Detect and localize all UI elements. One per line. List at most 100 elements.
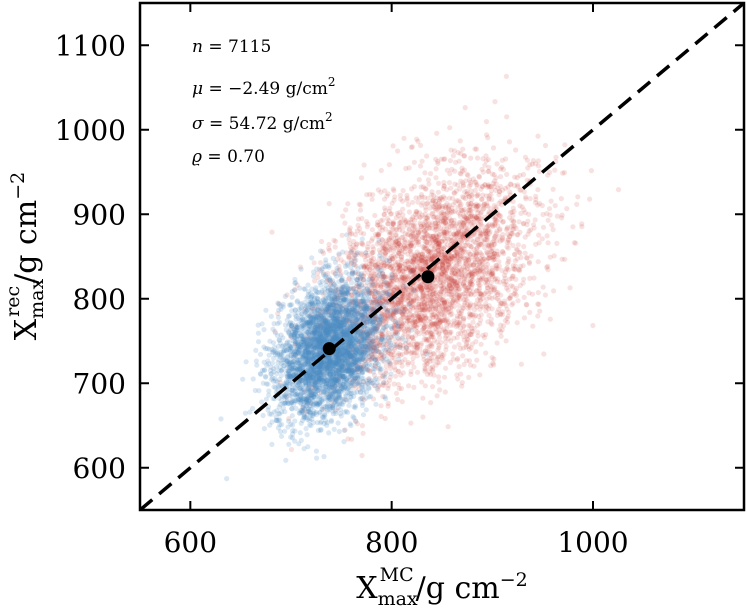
heavy-point xyxy=(423,245,429,251)
heavy-point xyxy=(486,164,492,170)
heavy-point xyxy=(421,300,427,306)
heavy-point xyxy=(413,253,419,259)
heavy-point xyxy=(358,175,365,181)
heavy-point xyxy=(396,385,402,392)
heavy-point xyxy=(461,322,467,329)
heavy-point xyxy=(560,170,566,176)
heavy-point xyxy=(501,250,507,257)
light-point xyxy=(399,335,405,341)
heavy-point xyxy=(366,367,372,373)
heavy-point xyxy=(547,212,553,218)
heavy-point xyxy=(417,220,423,226)
heavy-point xyxy=(500,301,506,307)
heavy-point xyxy=(470,270,476,277)
heavy-point xyxy=(452,299,458,305)
heavy-point xyxy=(460,220,466,226)
heavy-point xyxy=(482,271,488,277)
heavy-point xyxy=(400,283,406,289)
heavy-point xyxy=(492,241,498,247)
heavy-point xyxy=(421,248,427,254)
heavy-point xyxy=(510,273,516,279)
heavy-point xyxy=(508,283,514,289)
heavy-point xyxy=(485,156,491,163)
heavy-point xyxy=(483,153,489,159)
heavy-point xyxy=(455,182,461,188)
heavy-point xyxy=(360,330,367,336)
heavy-point xyxy=(442,304,448,310)
heavy-point xyxy=(486,312,492,318)
heavy-point xyxy=(561,170,568,176)
heavy-point xyxy=(457,211,463,217)
heavy-point xyxy=(559,256,565,262)
heavy-point xyxy=(390,331,396,337)
heavy-point xyxy=(269,229,275,235)
heavy-point xyxy=(413,233,419,239)
heavy-point xyxy=(424,153,430,159)
heavy-point xyxy=(489,248,495,254)
heavy-point xyxy=(431,287,437,293)
heavy-point xyxy=(478,292,485,298)
heavy-point xyxy=(381,212,387,218)
heavy-point xyxy=(363,366,369,372)
heavy-point xyxy=(504,306,510,312)
heavy-point xyxy=(454,282,460,289)
heavy-point xyxy=(353,362,359,368)
heavy-point xyxy=(316,350,322,356)
heavy-point xyxy=(355,216,361,222)
heavy-point xyxy=(402,219,408,225)
heavy-point xyxy=(527,275,533,281)
heavy-point xyxy=(352,270,358,276)
heavy-point xyxy=(509,275,515,281)
heavy-point xyxy=(414,208,420,215)
heavy-point xyxy=(422,366,429,372)
heavy-point xyxy=(549,222,555,228)
heavy-point xyxy=(446,278,452,284)
heavy-point xyxy=(494,279,500,285)
heavy-point xyxy=(404,287,410,293)
heavy-point xyxy=(349,298,355,304)
heavy-point xyxy=(501,278,507,284)
heavy-point xyxy=(460,212,466,219)
heavy-point xyxy=(464,191,470,197)
heavy-point xyxy=(438,218,444,224)
heavy-point xyxy=(391,278,397,284)
light-point xyxy=(381,380,387,386)
heavy-point xyxy=(355,222,361,229)
heavy-point xyxy=(374,326,380,332)
heavy-point xyxy=(527,309,533,315)
heavy-point xyxy=(373,336,379,342)
heavy-point xyxy=(365,331,371,337)
heavy-point xyxy=(371,285,377,291)
heavy-point xyxy=(422,185,428,192)
heavy-point xyxy=(454,271,460,277)
heavy-point xyxy=(477,277,483,283)
heavy-point xyxy=(370,192,376,198)
heavy-point xyxy=(446,291,452,297)
heavy-point xyxy=(531,275,537,281)
heavy-point xyxy=(364,192,370,198)
heavy-point xyxy=(362,329,368,335)
heavy-point xyxy=(391,342,397,348)
heavy-point xyxy=(431,235,437,241)
heavy-point xyxy=(360,277,366,283)
heavy-point xyxy=(425,344,431,350)
heavy-point xyxy=(448,285,454,291)
heavy-point xyxy=(423,207,429,213)
heavy-point xyxy=(400,234,406,240)
heavy-point xyxy=(436,345,442,351)
heavy-point xyxy=(351,359,357,365)
heavy-point xyxy=(375,282,381,288)
heavy-point xyxy=(462,271,468,277)
heavy-point xyxy=(424,284,430,290)
heavy-point xyxy=(401,320,407,326)
heavy-point xyxy=(448,277,454,283)
heavy-point xyxy=(353,242,359,248)
heavy-point xyxy=(493,266,499,272)
heavy-point xyxy=(461,302,468,308)
heavy-point xyxy=(385,261,391,267)
heavy-point xyxy=(517,187,523,193)
heavy-point xyxy=(317,260,324,266)
heavy-point xyxy=(397,298,403,304)
heavy-point xyxy=(478,230,484,236)
heavy-point xyxy=(419,287,425,293)
